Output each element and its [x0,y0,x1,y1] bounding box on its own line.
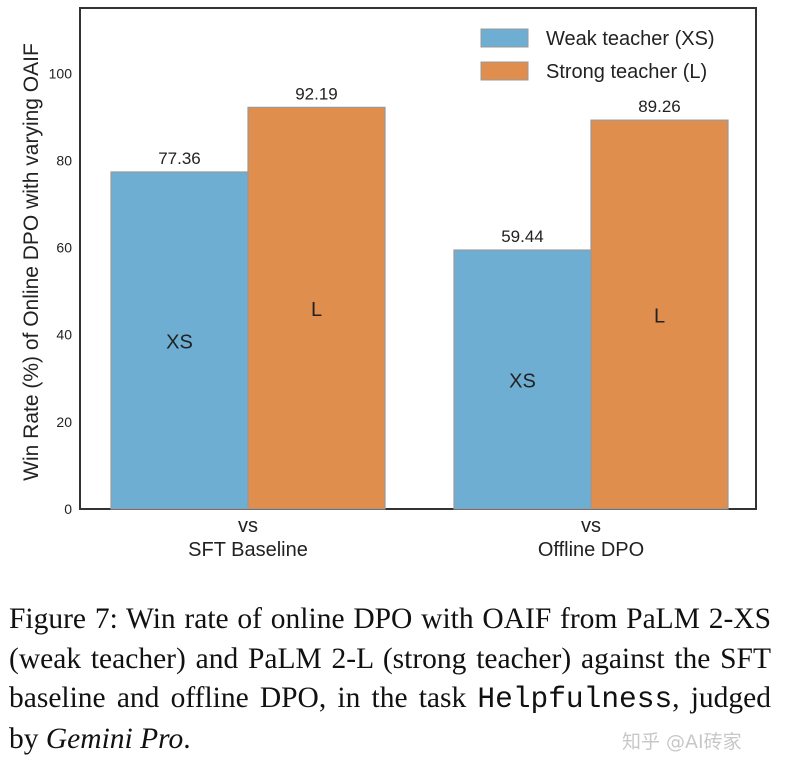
y-tick-label: 100 [49,65,73,81]
bar-value-label: 59.44 [501,227,544,246]
bar-inner-label: L [654,306,665,328]
bar-inner-label: XS [166,331,193,353]
bar-value-label: 89.26 [638,97,681,116]
y-tick-label: 20 [56,414,72,430]
legend-label-strong: Strong teacher (L) [546,61,707,83]
caption-text: Figure 7: Win rate of online DPO with OA… [9,603,771,714]
y-tick-label: 60 [56,240,72,256]
bar [247,106,386,510]
bar [110,171,249,510]
y-axis-label: Win Rate (%) of Online DPO with varying … [20,43,43,481]
bar [590,119,729,510]
caption-middle: , judged by [9,682,771,755]
x-tick-label: Offline DPO [538,539,644,561]
figure-caption: Figure 7: Win rate of online DPO with OA… [9,600,771,759]
y-tick-label: 0 [64,501,72,517]
caption-judge: Gemini Pro [45,722,184,755]
bar-inner-label: L [311,299,322,321]
y-tick-label: 40 [56,327,72,343]
bar-value-label: 77.36 [158,149,201,168]
bar [453,249,592,510]
caption-task: Helpfulness [477,682,673,716]
legend-swatch-strong [480,61,529,81]
x-tick-label: vs [238,515,258,537]
watermark: 知乎 @AI砖家 [622,731,742,753]
x-tick-label: SFT Baseline [188,539,308,561]
legend-swatch-weak [480,28,529,48]
legend: Weak teacher (XS) Strong teacher (L) [480,28,715,83]
legend-label-weak: Weak teacher (XS) [546,28,715,50]
bar-value-label: 92.19 [295,84,338,103]
bar-inner-label: XS [509,371,536,393]
caption-suffix: . [183,722,191,755]
x-tick-label: vs [581,515,601,537]
y-tick-label: 80 [56,152,72,168]
